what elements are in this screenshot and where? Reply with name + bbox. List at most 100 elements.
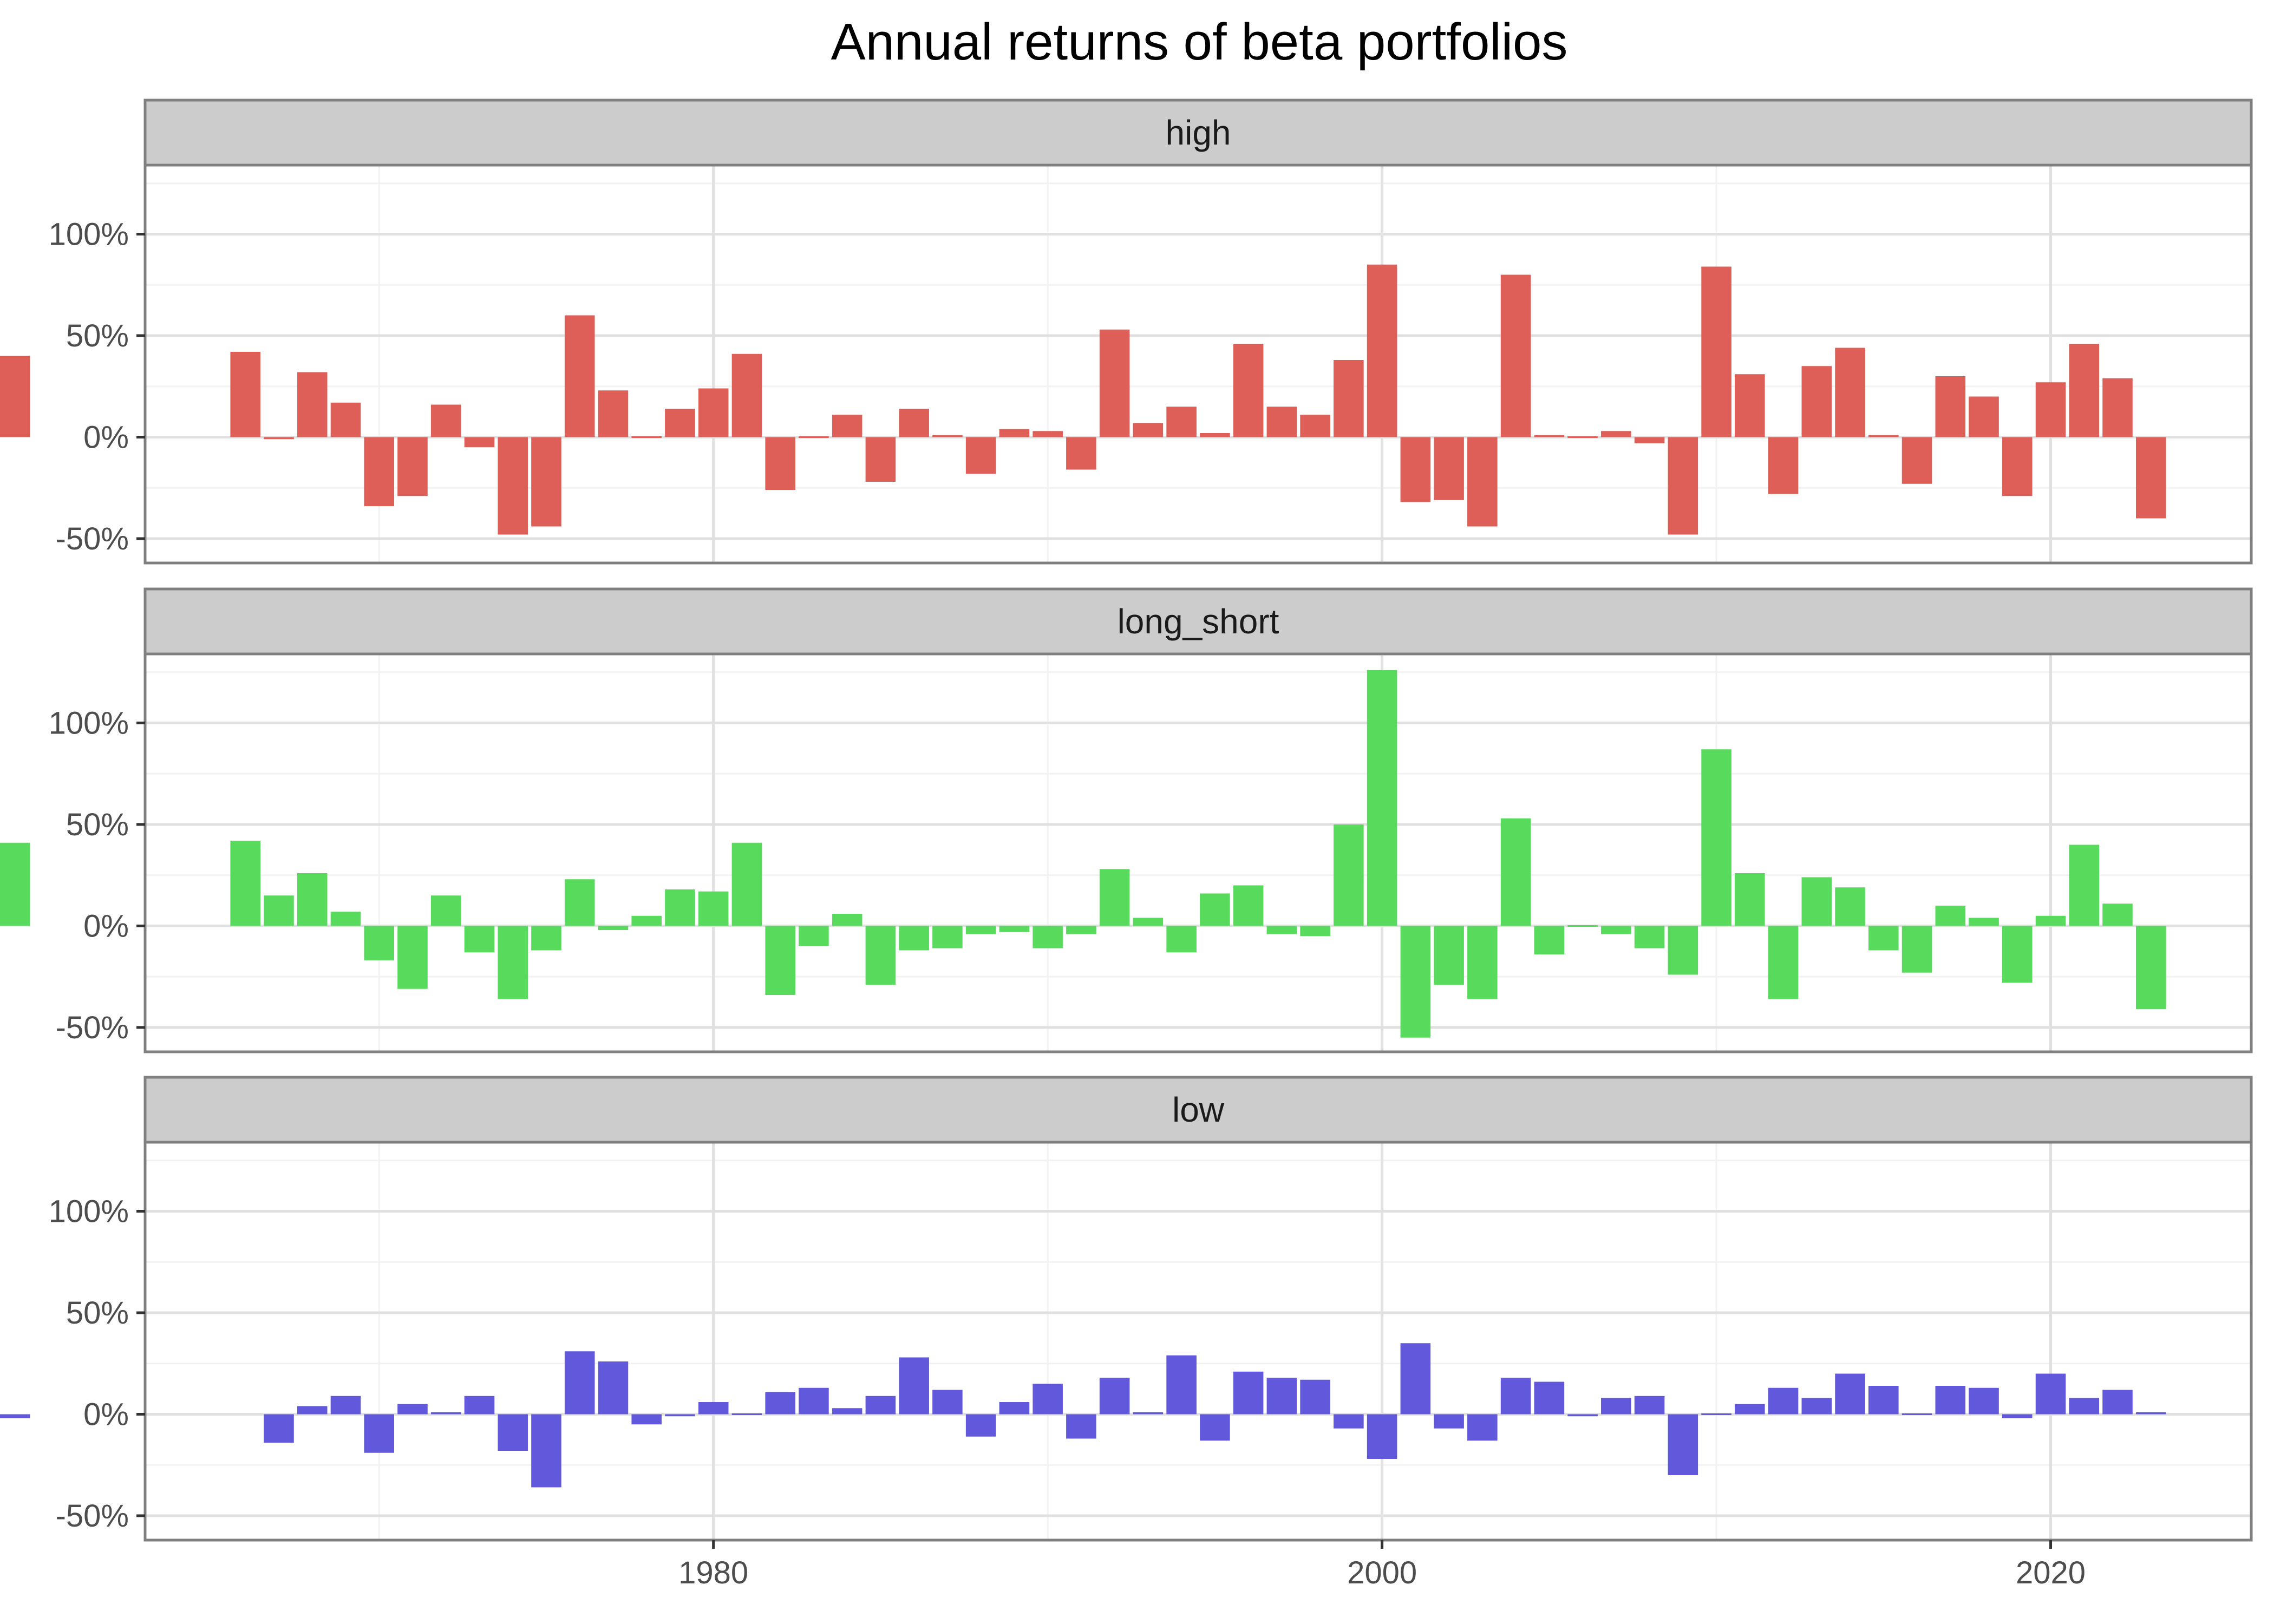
bar-long_short-1998: [1300, 926, 1330, 937]
bar-long_short-2017: [1935, 906, 1966, 926]
y-tick-label: 0%: [83, 909, 129, 944]
bar-high-2021: [2069, 344, 2100, 437]
bar-high-1991: [1066, 437, 1096, 470]
bar-low-2003: [1467, 1414, 1498, 1441]
bar-high-2017: [1935, 376, 1966, 437]
bar-high-2002: [1434, 437, 1464, 500]
bar-low-1984: [832, 1408, 862, 1415]
bar-high-1975: [531, 437, 561, 527]
bar-low-2014: [1835, 1373, 1865, 1415]
y-tick-label: -50%: [56, 521, 129, 556]
bar-long_short-2000: [1367, 670, 1397, 926]
facet-panel-high: high -50% 0% 50% 100%: [0, 99, 2253, 565]
bar-low-2022: [2102, 1390, 2133, 1415]
bar-low-1995: [1200, 1414, 1230, 1441]
bar-long_short-1988: [965, 926, 996, 934]
bar-low-2004: [1500, 1378, 1531, 1415]
bar-long_short-2009: [1668, 926, 1698, 975]
y-tick-label: 50%: [66, 807, 129, 842]
bar-high-1985: [865, 437, 896, 482]
bar-low-2002: [1434, 1414, 1464, 1429]
facet-strip-bg: [143, 99, 2253, 167]
y-tick-label: 50%: [66, 1295, 129, 1331]
bar-high-1988: [965, 437, 996, 474]
bar-high-2008: [1634, 437, 1665, 443]
bar-long_short-1975: [531, 926, 561, 951]
bar-low-1981: [731, 1413, 762, 1415]
bar-high-1978: [631, 436, 662, 438]
bar-low-2023: [2135, 1412, 2166, 1415]
bar-high-1967: [264, 437, 294, 440]
bar-long_short-2006: [1567, 925, 1598, 927]
facet-strip-bg: [143, 1076, 2253, 1144]
bar-high-1989: [999, 429, 1030, 437]
bar-low-2021: [2069, 1398, 2100, 1415]
bar-long_short-1972: [430, 895, 461, 926]
bar-high-1974: [498, 437, 528, 535]
bar-low-1976: [564, 1351, 595, 1415]
bar-high-2001: [1400, 437, 1431, 502]
bar-low-2018: [1969, 1387, 1999, 1415]
bar-long_short-undefined: [0, 842, 30, 926]
bar-long_short-1969: [330, 912, 361, 926]
bar-low-1988: [965, 1414, 996, 1437]
bar-low-1975: [531, 1414, 561, 1488]
bar-high-1997: [1266, 407, 1297, 437]
bar-high-1966: [230, 352, 261, 437]
bar-long_short-1979: [665, 889, 695, 926]
x-tick-label: 1980: [678, 1555, 748, 1590]
bar-low-1992: [1099, 1378, 1130, 1415]
facet-strip-label: low: [1172, 1090, 1225, 1129]
bar-long_short-2018: [1969, 918, 1999, 926]
bar-long_short-1986: [899, 926, 929, 951]
bar-high-1995: [1200, 433, 1230, 437]
bar-high-1990: [1033, 431, 1063, 437]
bar-low-1991: [1066, 1414, 1096, 1439]
bar-high-2018: [1969, 396, 1999, 437]
bar-low-undefined: [0, 1414, 30, 1418]
bar-long_short-2004: [1500, 818, 1531, 926]
bar-high-2000: [1367, 264, 1397, 437]
bar-low-1983: [799, 1387, 829, 1415]
bar-high-1993: [1133, 423, 1164, 437]
panel-background: [145, 165, 2251, 563]
bar-high-2005: [1534, 435, 1565, 437]
bar-long_short-2001: [1400, 926, 1431, 1038]
y-tick-label: 100%: [49, 217, 129, 252]
bar-long_short-1971: [397, 926, 428, 989]
bar-low-1977: [598, 1361, 629, 1415]
y-tick-label: 0%: [83, 1397, 129, 1432]
bar-high-2003: [1467, 437, 1498, 527]
facet-strip-bg: [143, 587, 2253, 656]
bar-low-2010: [1701, 1413, 1731, 1415]
bar-long_short-2019: [2002, 926, 2033, 983]
bar-low-2012: [1768, 1387, 1799, 1415]
panel-background: [145, 654, 2251, 1052]
bar-low-1968: [297, 1406, 328, 1415]
bar-long_short-2013: [1801, 877, 1832, 926]
y-tick-label: -50%: [56, 1010, 129, 1045]
panel-border: [143, 1141, 2253, 1542]
bar-long_short-1978: [631, 915, 662, 926]
bar-low-2015: [1868, 1386, 1899, 1415]
bar-high-2023: [2135, 437, 2166, 519]
bar-high-1969: [330, 402, 361, 437]
bar-long_short-2015: [1868, 926, 1899, 951]
bar-long_short-1996: [1233, 885, 1264, 926]
bar-long_short-1974: [498, 926, 528, 999]
bar-low-2009: [1668, 1414, 1698, 1475]
facet-panels: high -50% 0% 50% 100% long_short -50% 0% 50% 100%…: [0, 99, 2253, 1542]
bar-long_short-2003: [1467, 926, 1498, 999]
chart-title: Annual returns of beta portfolios: [831, 13, 1568, 71]
bar-long_short-1981: [731, 842, 762, 926]
bar-long_short-1997: [1266, 926, 1297, 934]
bar-long_short-1992: [1099, 869, 1130, 926]
bar-long_short-2011: [1735, 873, 1765, 926]
bar-high-1984: [832, 415, 862, 437]
bar-high-1971: [397, 437, 428, 496]
bar-long_short-1994: [1166, 926, 1197, 953]
bar-long_short-2010: [1701, 749, 1731, 926]
bar-low-1985: [865, 1396, 896, 1415]
bar-long_short-2012: [1768, 926, 1799, 999]
